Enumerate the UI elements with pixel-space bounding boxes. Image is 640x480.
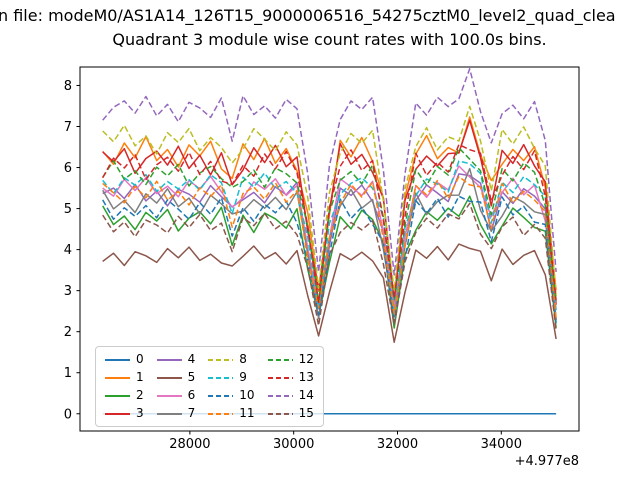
x-tick-label: 32000 <box>377 437 418 452</box>
legend-label: 3 <box>136 406 144 420</box>
legend-label: 2 <box>136 388 144 402</box>
legend-line-sample <box>267 358 293 361</box>
legend-line-sample <box>208 358 234 361</box>
legend-line-sample <box>267 376 293 379</box>
x-tick-label: 30000 <box>273 437 314 452</box>
legend-line-sample <box>105 376 130 379</box>
y-tick-label: 2 <box>64 325 72 340</box>
legend-line-sample <box>208 376 234 379</box>
legend-label: 5 <box>187 370 196 384</box>
legend-item-3: 3 <box>105 406 144 421</box>
legend-item-2: 2 <box>105 388 144 403</box>
legend-label: 7 <box>187 406 196 420</box>
series-line-4 <box>102 173 557 320</box>
legend-label: 11 <box>239 406 255 420</box>
legend-label: 1 <box>136 370 144 384</box>
series-line-2 <box>102 195 557 329</box>
series-line-13 <box>102 143 557 304</box>
axes-title: Quadrant 3 module wise count rates with … <box>112 30 547 49</box>
legend-label: 10 <box>239 388 255 402</box>
legend-item-15: 15 <box>267 406 314 421</box>
legend-item-12: 12 <box>267 352 314 367</box>
series-line-12 <box>102 147 557 304</box>
legend-line-sample <box>208 394 234 397</box>
legend-label: 4 <box>187 352 196 366</box>
series-line-15 <box>102 202 557 331</box>
x-tick-label: 34000 <box>481 437 522 452</box>
y-tick-label: 0 <box>64 407 72 422</box>
legend-label: 15 <box>298 406 314 420</box>
axes-frame <box>79 66 580 432</box>
y-tick-label: 8 <box>64 79 72 94</box>
legend-item-9: 9 <box>208 370 254 385</box>
legend-label: 14 <box>298 388 314 402</box>
x-tick-label: 28000 <box>169 437 210 452</box>
legend-label: 0 <box>136 352 144 366</box>
x-axis-offset-label: +4.977e8 <box>515 454 579 469</box>
series-line-11 <box>102 175 557 319</box>
legend-line-sample <box>105 412 130 415</box>
legend-line-sample <box>267 394 293 397</box>
y-tick-label: 4 <box>64 243 72 258</box>
series-line-8 <box>102 105 557 297</box>
legend-label: 6 <box>187 388 196 402</box>
y-tick-label: 6 <box>64 161 72 176</box>
legend-item-8: 8 <box>208 352 254 367</box>
y-tick-label: 3 <box>64 284 72 299</box>
legend-label: 8 <box>239 352 247 366</box>
legend-line-sample <box>156 376 182 379</box>
legend-label: 12 <box>298 352 314 366</box>
legend-item-6: 6 <box>156 388 196 403</box>
legend-line-sample <box>156 394 182 397</box>
legend: 0 1 2 3 4 5 6 7 8 9 10 11 12 13 14 15 <box>95 346 324 427</box>
legend-item-0: 0 <box>105 352 144 367</box>
legend-item-11: 11 <box>208 406 255 421</box>
legend-item-1: 1 <box>105 370 144 385</box>
legend-item-7: 7 <box>156 406 196 421</box>
y-tick-label: 1 <box>64 366 72 381</box>
legend-line-sample <box>105 358 130 361</box>
legend-item-4: 4 <box>156 352 196 367</box>
legend-line-sample <box>105 394 130 397</box>
legend-line-sample <box>267 412 293 415</box>
legend-item-14: 14 <box>267 388 314 403</box>
series-line-5 <box>102 243 557 343</box>
legend-line-sample <box>208 412 234 415</box>
legend-label: 9 <box>239 370 247 384</box>
legend-item-5: 5 <box>156 370 196 385</box>
figure-title: n file: modeM0/AS1A14_126T15_9000006516_… <box>0 6 616 25</box>
legend-item-10: 10 <box>208 388 255 403</box>
series-line-10 <box>102 195 557 324</box>
y-tick-label: 7 <box>64 120 72 135</box>
legend-line-sample <box>156 412 182 415</box>
series-line-14 <box>102 68 557 276</box>
legend-line-sample <box>156 358 182 361</box>
legend-label: 13 <box>298 370 314 384</box>
legend-item-13: 13 <box>267 370 314 385</box>
y-tick-label: 5 <box>64 202 72 217</box>
